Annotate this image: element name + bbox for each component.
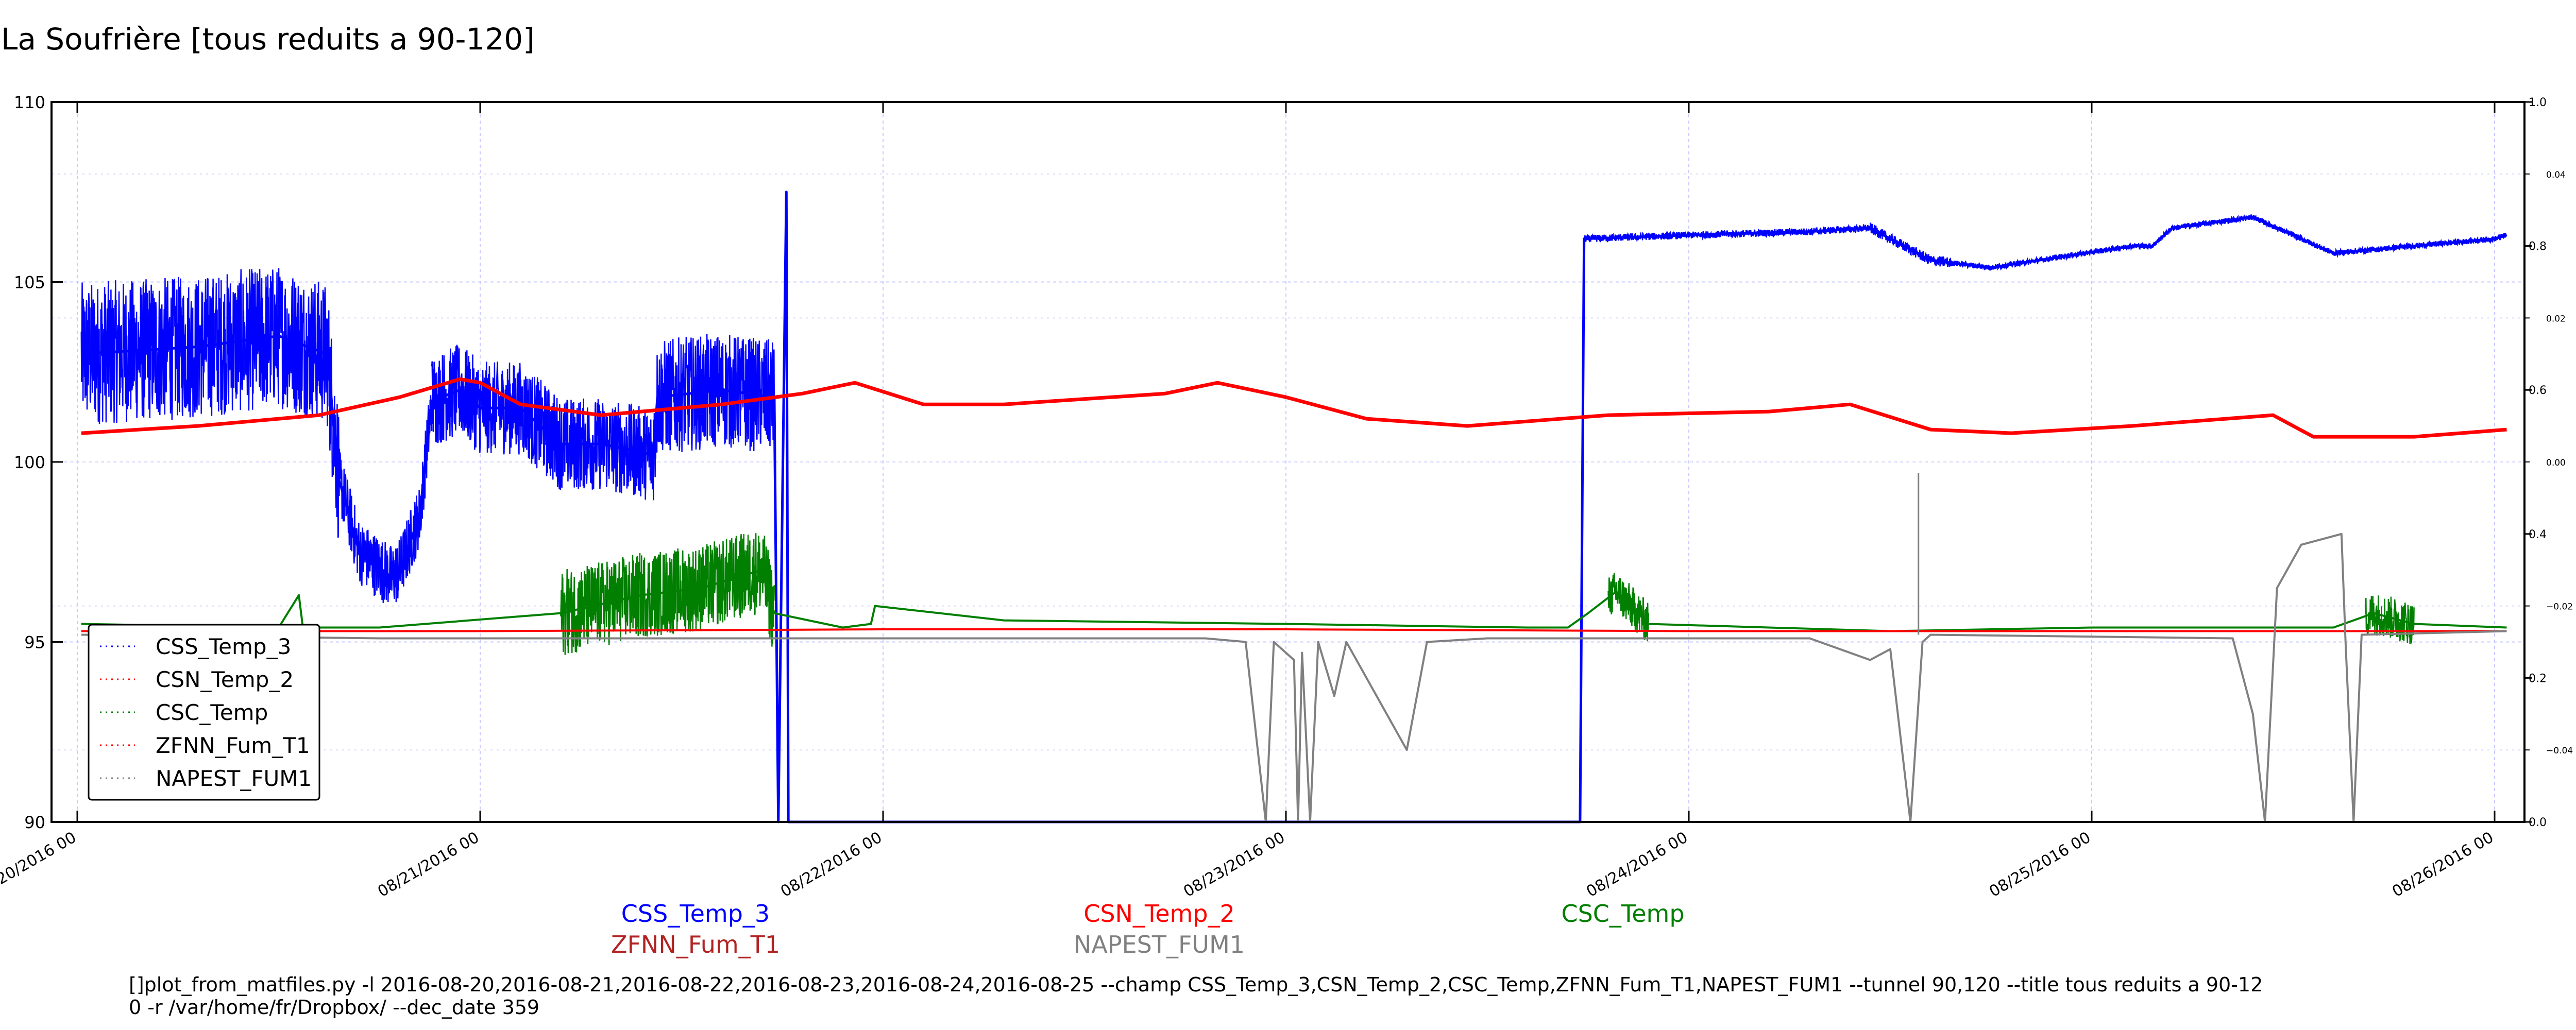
series-noise-CSS_Temp_3-1 bbox=[338, 395, 433, 603]
series-line-ZFNN_Fum_T1 bbox=[81, 628, 2507, 632]
x-axis: 08/20/2016 00 08/21/2016 00 08/22/2016 00 0… bbox=[0, 102, 2497, 901]
x-tick-label-6: 08/26/2016 00 bbox=[2389, 829, 2497, 901]
y-tick-label-1: 95 bbox=[24, 633, 45, 653]
legend-box bbox=[88, 624, 320, 801]
x-tick-label-0: 08/20/2016 00 bbox=[0, 829, 79, 901]
series-noise-CSS_Temp_3-2 bbox=[431, 345, 654, 501]
bottom-label-CSS_Temp_3: CSS_Temp_3 bbox=[621, 900, 770, 928]
series-line-CSS_Temp_3 bbox=[81, 191, 2507, 823]
series-noise-CSS_Temp_3-6 bbox=[1950, 213, 2507, 271]
series-noise-CSS_Temp_3-0 bbox=[80, 268, 340, 538]
right-minor-tick-label-4: −0.04 bbox=[2546, 746, 2573, 756]
series-noise-CSS_Temp_3-5 bbox=[1869, 222, 1952, 267]
series-noise-CSC_Temp-1 bbox=[1607, 573, 1650, 642]
bottom-label-ZFNN_Fum_T1: ZFNN_Fum_T1 bbox=[611, 931, 780, 958]
series-line-CSC_Temp bbox=[81, 569, 2507, 632]
series-layer bbox=[80, 191, 2507, 823]
command-line-text: []plot_from_matfiles.py -l 2016-08-20,20… bbox=[129, 973, 2263, 1019]
right-tick-label-0: 1.0 bbox=[2529, 96, 2547, 109]
series-noise-CSC_Temp-2 bbox=[2365, 595, 2415, 644]
left-axis: 90 95 100 105 110 bbox=[14, 93, 63, 832]
right-tick-label-3: 0.4 bbox=[2529, 528, 2547, 541]
right-tick-label-1: 0.8 bbox=[2529, 241, 2547, 253]
series-CSC_Temp bbox=[81, 533, 2507, 655]
legend-label-NAPEST_FUM1: NAPEST_FUM1 bbox=[156, 766, 312, 791]
y-tick-label-2: 100 bbox=[14, 453, 45, 472]
right-minor-tick-label-1: 0.02 bbox=[2546, 314, 2566, 324]
series-ZFNN_Fum_T1 bbox=[81, 628, 2507, 632]
bottom-series-labels: CSS_Temp_3 CSN_Temp_2 CSC_Temp ZFNN_Fum_T1 N… bbox=[611, 900, 1685, 958]
right-minor-tick-label-0: 0.04 bbox=[2546, 170, 2566, 180]
x-tick-label-5: 08/25/2016 00 bbox=[1986, 829, 2094, 901]
series-noise-CSS_Temp_3-3 bbox=[653, 334, 775, 477]
legend: CSS_Temp_3 CSN_Temp_2 CSC_Temp ZFNN_Fum_T1 N… bbox=[88, 624, 320, 801]
bottom-label-CSN_Temp_2: CSN_Temp_2 bbox=[1083, 900, 1235, 928]
legend-label-CSN_Temp_2: CSN_Temp_2 bbox=[156, 667, 294, 692]
legend-label-ZFNN_Fum_T1: ZFNN_Fum_T1 bbox=[156, 733, 310, 758]
series-line-CSN_Temp_2 bbox=[81, 377, 2507, 439]
x-tick-label-2: 08/22/2016 00 bbox=[777, 829, 885, 901]
legend-label-CSC_Temp: CSC_Temp bbox=[156, 700, 268, 725]
series-CSS_Temp_3 bbox=[80, 191, 2507, 823]
series-NAPEST_FUM1 bbox=[81, 533, 2507, 823]
x-tick-label-4: 08/24/2016 00 bbox=[1583, 829, 1691, 901]
bottom-label-NAPEST_FUM1: NAPEST_FUM1 bbox=[1074, 931, 1245, 958]
y-tick-label-0: 90 bbox=[24, 813, 45, 832]
right-tick-label-2: 0.6 bbox=[2529, 384, 2547, 397]
legend-label-CSS_Temp_3: CSS_Temp_3 bbox=[156, 634, 291, 659]
series-noise-CSS_Temp_3-4 bbox=[1583, 223, 1871, 243]
right-axis: 1.0 0.8 0.6 0.4 0.2 0.0 0.04 0.02 0.00 −0.02 −0.04 bbox=[2524, 96, 2573, 829]
chart-title: La Soufrière [tous reduits a 90-120] bbox=[1, 22, 535, 57]
right-minor-tick-label-2: 0.00 bbox=[2546, 458, 2566, 468]
bottom-label-CSC_Temp: CSC_Temp bbox=[1561, 900, 1684, 928]
right-minor-tick-label-3: −0.02 bbox=[2546, 602, 2573, 612]
series-line-NAPEST_FUM1 bbox=[81, 533, 2507, 823]
x-tick-label-1: 08/21/2016 00 bbox=[375, 829, 482, 901]
x-tick-label-3: 08/23/2016 00 bbox=[1180, 829, 1288, 901]
series-noise-CSC_Temp-0 bbox=[560, 533, 775, 655]
right-tick-label-5: 0.0 bbox=[2529, 816, 2547, 829]
y-tick-label-3: 105 bbox=[14, 273, 45, 293]
y-tick-label-4: 110 bbox=[14, 93, 45, 112]
series-CSN_Temp_2 bbox=[81, 377, 2507, 439]
right-tick-label-4: 0.2 bbox=[2529, 672, 2547, 685]
